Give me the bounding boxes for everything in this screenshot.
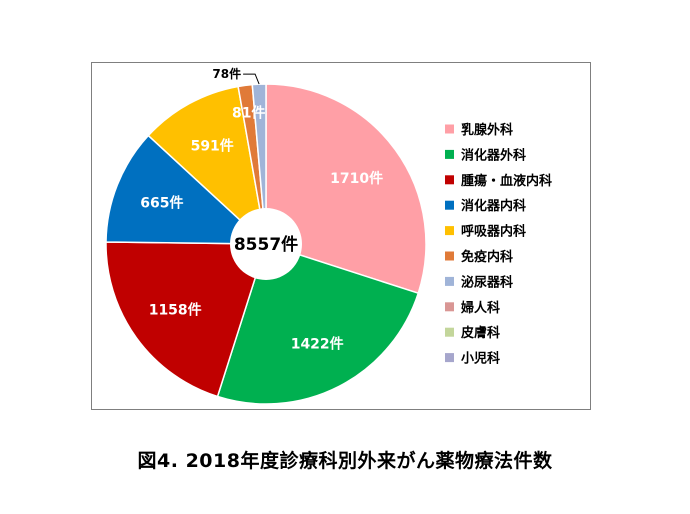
legend-swatch-pediatrics: [445, 353, 454, 363]
legend-label-oncology-hematology: 腫瘍・血液内科: [461, 173, 552, 189]
data-label-breast-surgery: 1710件: [330, 170, 383, 187]
legend-label-breast-surgery: 乳腺外科: [461, 122, 513, 138]
legend-swatch-gastroenterology: [445, 200, 454, 210]
pie-slice-oncology-hematology: [105, 241, 268, 398]
legend-swatch-respiratory: [445, 226, 454, 236]
legend-swatch-gastro-surgery: [445, 149, 454, 159]
legend-label-gastroenterology: 消化器内科: [461, 198, 526, 214]
pie-slice-urology: [251, 83, 267, 245]
legend-swatch-breast-surgery: [445, 124, 454, 134]
data-label-urology: 78件: [212, 66, 241, 81]
legend-swatch-oncology-hematology: [445, 175, 454, 185]
legend-swatch-urology: [445, 276, 454, 286]
legend-swatch-gynecology: [445, 302, 454, 312]
leader-line-urology: [243, 73, 260, 85]
legend-label-pediatrics: 小児科: [461, 351, 500, 367]
data-label-gastro-surgery: 1422件: [291, 336, 344, 353]
figure-caption: 図4. 2018年度診療科別外来がん薬物療法件数: [137, 450, 553, 472]
pie-slice-breast-surgery: [265, 83, 427, 295]
data-label-oncology-hematology: 1158件: [149, 302, 202, 319]
legend-label-respiratory: 呼吸器内科: [461, 224, 526, 240]
legend-label-dermatology: 皮膚科: [460, 325, 500, 341]
data-label-immunology: 81件: [232, 104, 265, 121]
pie-slice-gastroenterology: [105, 134, 268, 245]
legend-label-immunology: 免疫内科: [461, 249, 513, 265]
pie-chart: 8557件 1710件 1422件 1158件 665件 591件 81件 78件乳腺外科消化…: [105, 66, 552, 405]
data-label-gastroenterology: 665件: [140, 195, 183, 212]
pie-slice-respiratory: [147, 85, 268, 247]
legend-swatch-dermatology: [445, 327, 454, 337]
donut-center: [230, 208, 302, 280]
legend-label-urology: 泌尿器科: [461, 274, 513, 290]
chart-frame: 8557件 1710件 1422件 1158件 665件 591件 81件 78件乳腺外科消化…: [91, 62, 591, 410]
donut-total-label: 8557件: [234, 234, 298, 255]
legend-swatch-immunology: [445, 251, 454, 261]
pie-slice-gastro-surgery: [216, 243, 420, 405]
legend-label-gastro-surgery: 消化器外科: [461, 147, 526, 163]
data-label-respiratory: 591件: [191, 138, 234, 155]
legend-label-gynecology: 婦人科: [460, 300, 500, 316]
